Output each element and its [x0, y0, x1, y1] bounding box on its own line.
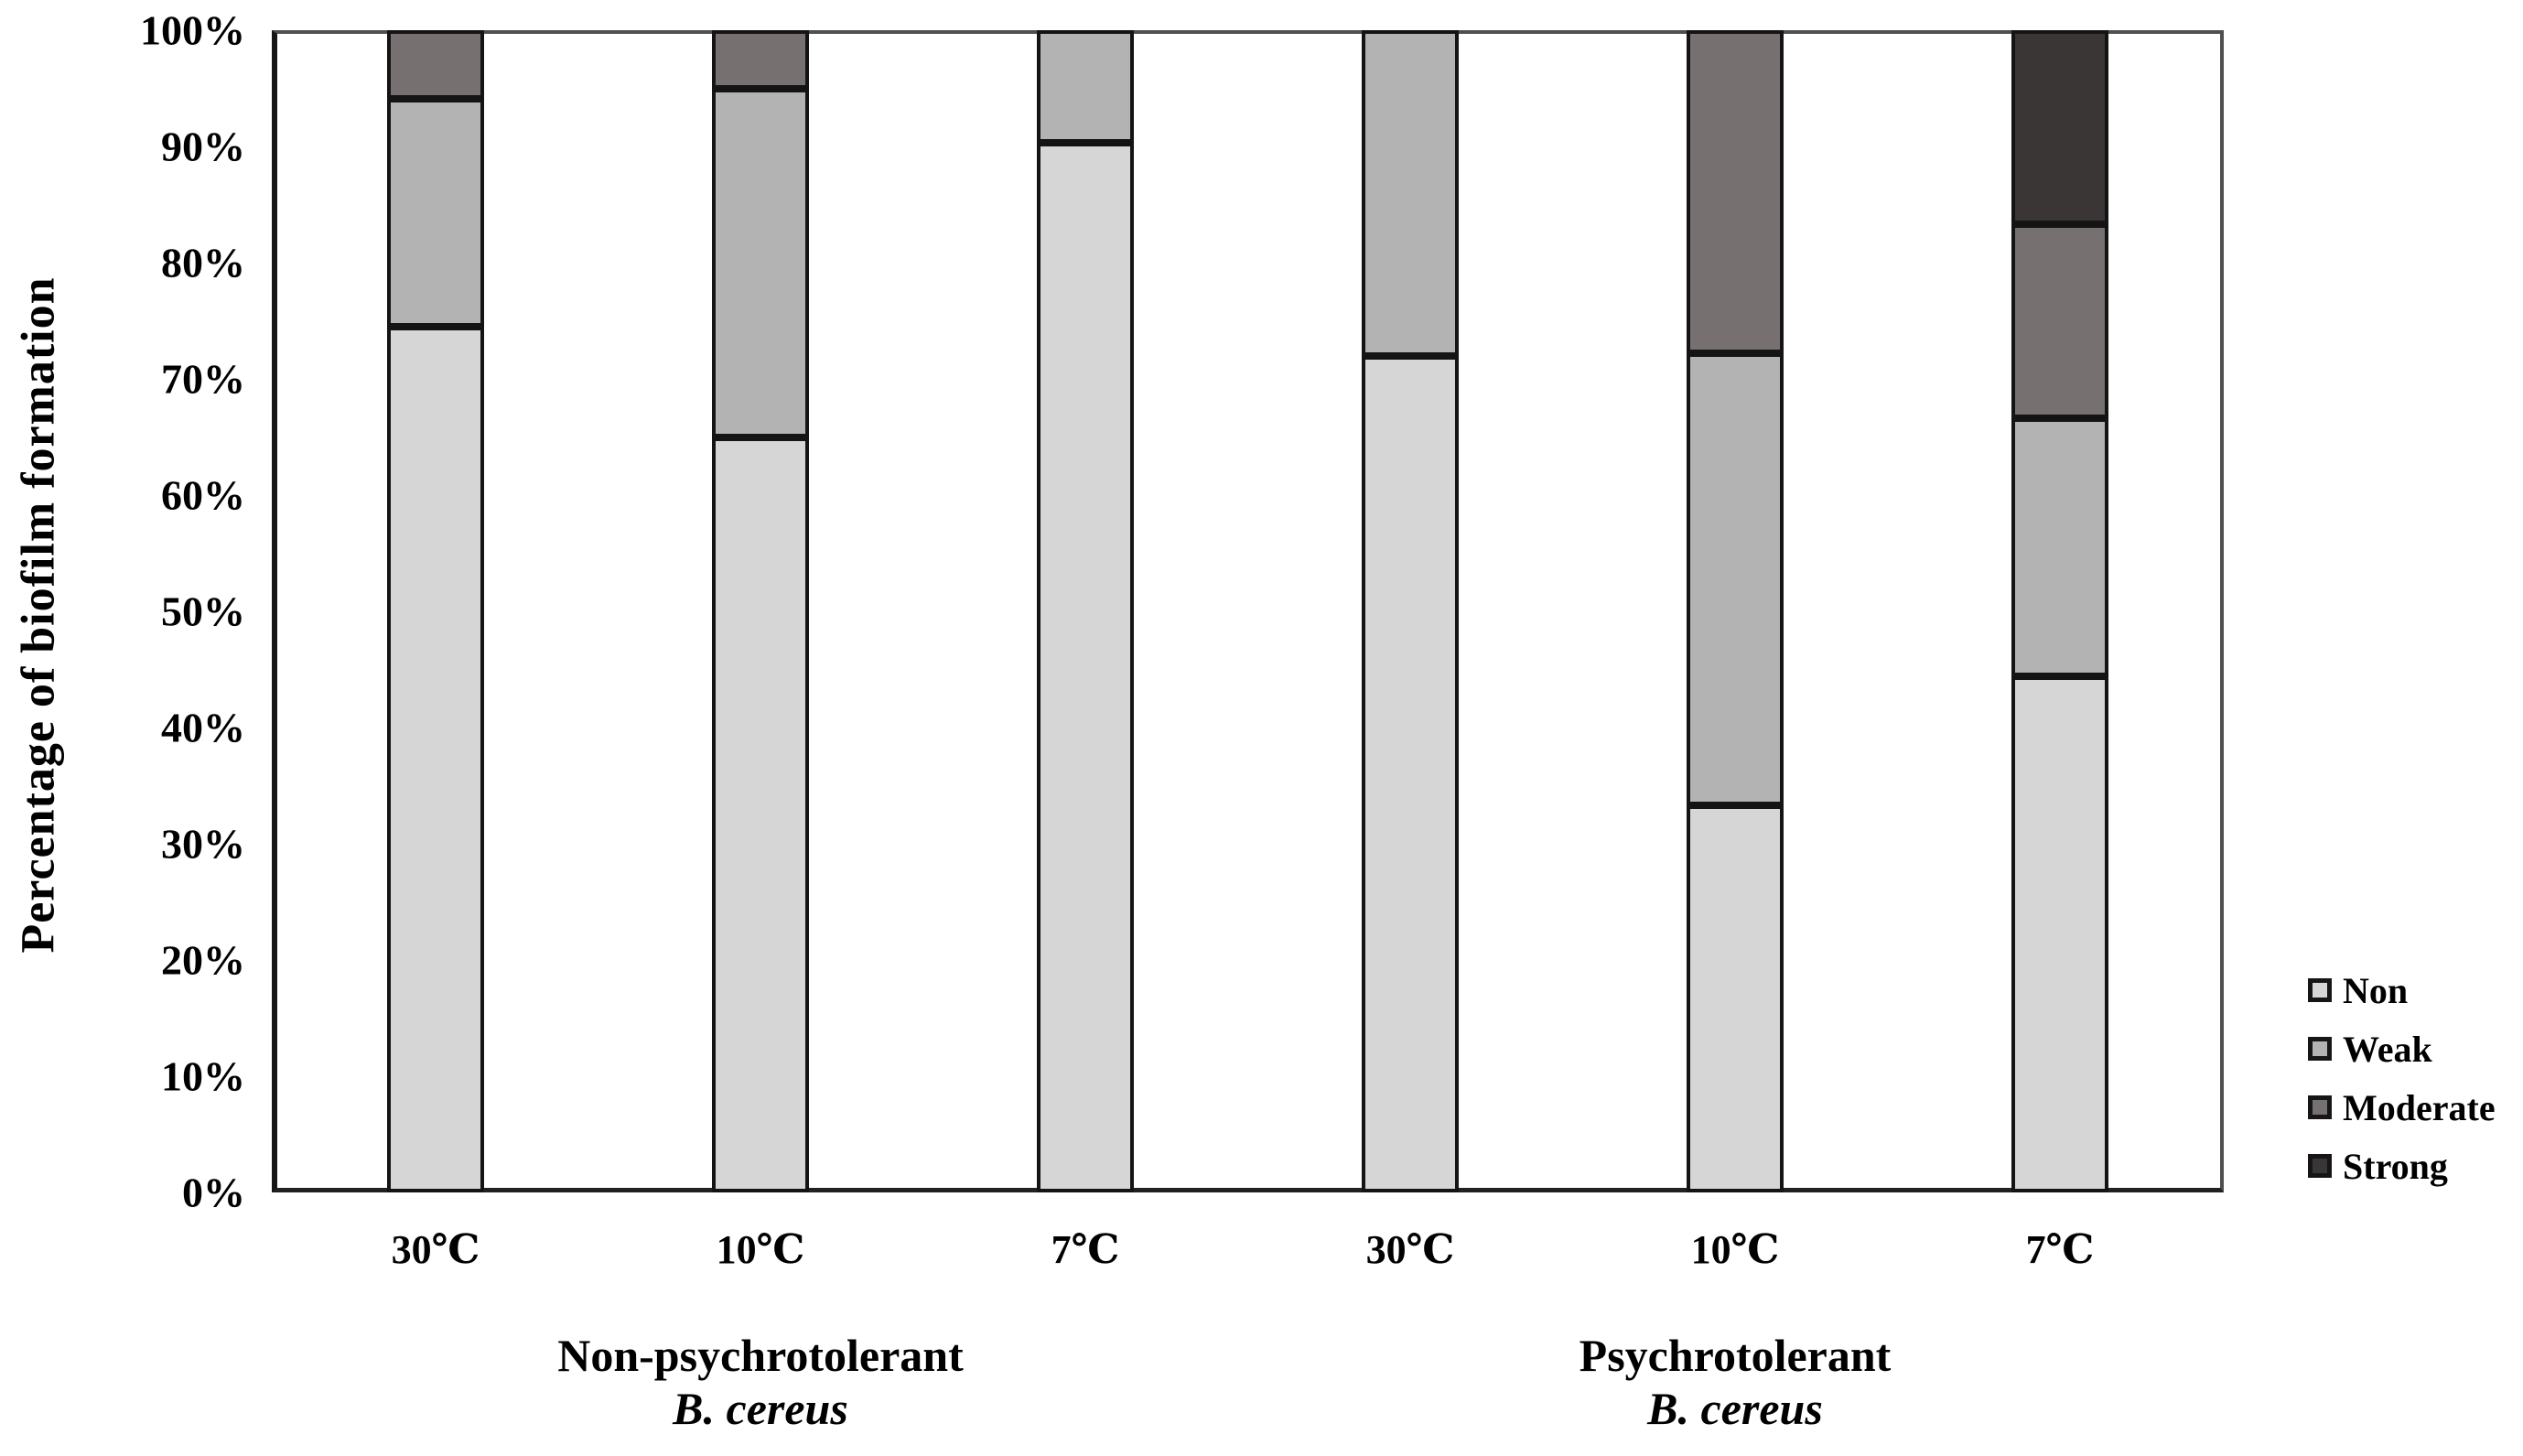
bar-segment-non [1037, 143, 1134, 1192]
bar-1-30℃ [387, 30, 484, 1192]
y-tick-label: 0% [182, 1169, 245, 1216]
bar-segment-non [712, 437, 809, 1192]
bar-segment-weak [1362, 30, 1459, 356]
y-tick-label: 60% [161, 471, 245, 519]
bar-2-10℃ [712, 30, 809, 1192]
legend-item-weak: Weak [2308, 1019, 2496, 1078]
legend-swatch-moderate [2308, 1095, 2332, 1119]
bar-segment-weak [1687, 353, 1784, 806]
y-tick-label: 70% [161, 355, 245, 403]
bar-3-7℃ [1037, 30, 1134, 1192]
legend-label: Moderate [2343, 1086, 2496, 1128]
plot-area [272, 30, 2224, 1192]
bar-4-30℃ [1362, 30, 1459, 1192]
y-tick-label: 20% [161, 936, 245, 984]
y-tick-label: 100% [140, 6, 245, 54]
bar-segment-moderate [387, 30, 484, 99]
bar-segment-non [1687, 805, 1784, 1192]
x-tick-label: 10℃ [1690, 1227, 1780, 1272]
legend-swatch-strong [2308, 1154, 2332, 1178]
y-tick-label: 90% [161, 123, 245, 170]
bar-segment-weak [387, 98, 484, 327]
y-tick-label: 40% [161, 704, 245, 751]
legend-label: Weak [2343, 1028, 2432, 1070]
legend-label: Strong [2343, 1145, 2448, 1187]
x-tick-label: 10℃ [716, 1227, 805, 1272]
x-tick-label: 7℃ [1051, 1227, 1120, 1272]
group-label-species: B. cereus [673, 1383, 848, 1434]
x-tick-label: 30℃ [391, 1227, 480, 1272]
group-label: Non-psychrotolerant B. cereus [557, 1329, 964, 1435]
bar-segment-weak [1037, 30, 1134, 144]
bar-segment-moderate [1687, 30, 1784, 354]
legend-label: Non [2343, 969, 2409, 1011]
bar-segment-weak [712, 88, 809, 437]
legend-item-strong: Strong [2308, 1137, 2496, 1195]
bar-segment-non [387, 326, 484, 1192]
bar-segment-moderate [2011, 224, 2108, 419]
bar-segment-moderate [712, 30, 809, 89]
legend-swatch-non [2308, 978, 2332, 1002]
legend-item-moderate: Moderate [2308, 1078, 2496, 1137]
group-label-species: B. cereus [1647, 1383, 1823, 1434]
y-tick-label: 30% [161, 820, 245, 868]
y-tick-label: 50% [161, 588, 245, 635]
group-label-line1: Psychrotolerant [1579, 1330, 1892, 1381]
bar-segment-strong [2011, 30, 2108, 225]
y-tick-label: 10% [161, 1052, 245, 1100]
legend: Non Weak Moderate Strong [2308, 961, 2496, 1195]
bar-5-10℃ [1687, 30, 1784, 1192]
x-tick-label: 30℃ [1365, 1227, 1455, 1272]
group-label: Psychrotolerant B. cereus [1580, 1329, 1892, 1435]
y-tick-label: 80% [161, 239, 245, 286]
legend-swatch-weak [2308, 1037, 2332, 1061]
group-label-line1: Non-psychrotolerant [557, 1330, 964, 1381]
bar-6-7℃ [2011, 30, 2108, 1192]
x-tick-label: 7℃ [2025, 1227, 2095, 1272]
bar-segment-non [1362, 355, 1459, 1192]
legend-item-non: Non [2308, 961, 2496, 1019]
bar-segment-non [2011, 676, 2108, 1192]
bar-segment-weak [2011, 418, 2108, 677]
